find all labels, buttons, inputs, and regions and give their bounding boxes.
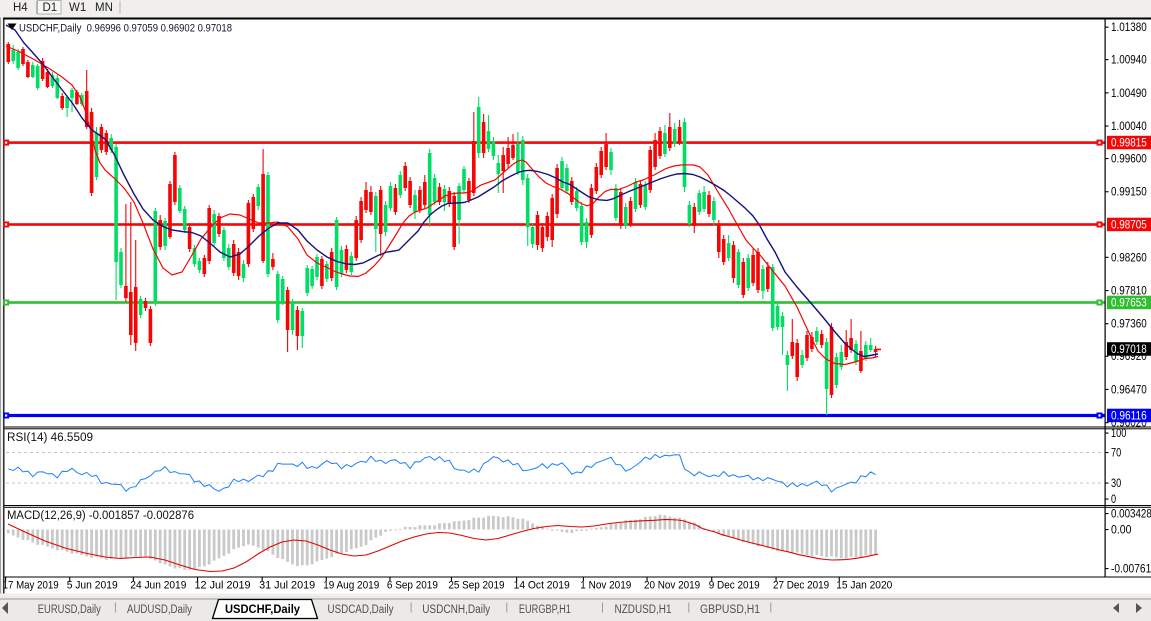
svg-text:EURGBP,H1: EURGBP,H1 — [519, 604, 571, 616]
svg-text:19 Aug 2019: 19 Aug 2019 — [323, 580, 379, 592]
svg-text:0.96470: 0.96470 — [1111, 384, 1147, 396]
svg-text:15 Jan 2020: 15 Jan 2020 — [836, 580, 892, 592]
svg-text:AUDUSD,Daily: AUDUSD,Daily — [127, 604, 192, 616]
svg-text:9 Dec 2019: 9 Dec 2019 — [709, 580, 760, 592]
svg-text:0.97360: 0.97360 — [1111, 319, 1147, 331]
svg-text:0.003428: 0.003428 — [1111, 509, 1151, 521]
svg-text:1 Nov 2019: 1 Nov 2019 — [580, 580, 631, 592]
svg-text:12 Jul 2019: 12 Jul 2019 — [195, 580, 251, 592]
svg-text:W1: W1 — [69, 2, 86, 14]
svg-text:D1: D1 — [43, 2, 58, 14]
svg-text:0.99150: 0.99150 — [1111, 187, 1147, 199]
svg-text:0.99600: 0.99600 — [1111, 154, 1147, 166]
svg-text:30: 30 — [1111, 478, 1121, 490]
svg-text:20 Nov 2019: 20 Nov 2019 — [644, 580, 700, 592]
svg-text:MN: MN — [95, 2, 113, 14]
svg-text:GBPUSD,H1: GBPUSD,H1 — [700, 604, 760, 616]
svg-text:1.01380: 1.01380 — [1111, 22, 1147, 34]
svg-text:USDCAD,Daily: USDCAD,Daily — [328, 604, 394, 616]
svg-text:NZDUSD,H1: NZDUSD,H1 — [615, 604, 672, 616]
svg-text:1.00490: 1.00490 — [1111, 88, 1147, 100]
svg-text:70: 70 — [1111, 448, 1121, 460]
svg-text:14 Oct 2019: 14 Oct 2019 — [514, 580, 570, 592]
svg-text:0.97810: 0.97810 — [1111, 286, 1147, 298]
svg-text:USDCHF,Daily: USDCHF,Daily — [225, 604, 301, 616]
svg-text:1.00940: 1.00940 — [1111, 55, 1147, 67]
svg-text:H4: H4 — [13, 2, 28, 14]
svg-text:0.98260: 0.98260 — [1111, 252, 1147, 264]
svg-text:25 Sep 2019: 25 Sep 2019 — [448, 580, 504, 592]
svg-text:6 Sep 2019: 6 Sep 2019 — [387, 580, 438, 592]
svg-text:24 Jun 2019: 24 Jun 2019 — [130, 580, 186, 592]
svg-text:0.97653: 0.97653 — [1111, 298, 1147, 310]
svg-text:1.00040: 1.00040 — [1111, 121, 1147, 133]
svg-text:0.98705: 0.98705 — [1111, 220, 1147, 232]
svg-text:0.99815: 0.99815 — [1111, 138, 1147, 150]
svg-text:0.97018: 0.97018 — [1111, 344, 1147, 356]
svg-text:17 May 2019: 17 May 2019 — [3, 580, 59, 592]
svg-text:27 Dec 2019: 27 Dec 2019 — [773, 580, 829, 592]
svg-text:USDCHF,Daily 0.96996 0.97059: USDCHF,Daily 0.96996 0.97059 0.96902 0.9… — [19, 23, 232, 35]
svg-text:5 Jun 2019: 5 Jun 2019 — [67, 580, 118, 592]
svg-text:RSI(14) 46.5509: RSI(14) 46.5509 — [7, 432, 93, 444]
svg-text:EURUSD,Daily: EURUSD,Daily — [38, 604, 101, 616]
svg-text:31 Jul 2019: 31 Jul 2019 — [259, 580, 315, 592]
svg-text:USDCNH,Daily: USDCNH,Daily — [422, 604, 490, 616]
svg-text:0.96116: 0.96116 — [1111, 411, 1147, 423]
svg-text:-0.007615: -0.007615 — [1111, 564, 1151, 576]
svg-text:0.00: 0.00 — [1111, 525, 1131, 537]
svg-text:MACD(12,26,9) -0.001857 -0.002: MACD(12,26,9) -0.001857 -0.002876 — [7, 510, 194, 522]
svg-text:0: 0 — [1111, 494, 1116, 506]
svg-text:100: 100 — [1111, 428, 1126, 440]
